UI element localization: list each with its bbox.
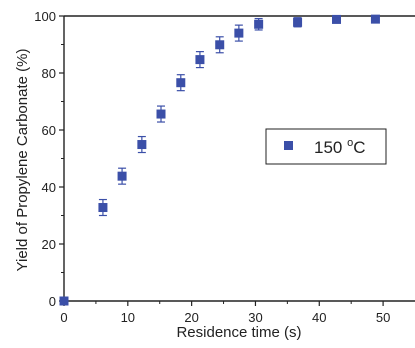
square-marker xyxy=(98,203,108,213)
data-point xyxy=(370,14,380,24)
square-marker xyxy=(176,78,186,88)
data-point xyxy=(176,74,186,92)
data-point xyxy=(117,167,127,185)
y-tick-label: 20 xyxy=(42,237,56,252)
x-tick-label: 20 xyxy=(184,310,198,325)
square-marker xyxy=(293,17,303,27)
legend: 150 oC xyxy=(265,128,387,165)
data-point xyxy=(254,17,264,31)
data-point xyxy=(332,14,342,24)
square-marker xyxy=(254,19,264,29)
square-marker xyxy=(215,40,225,50)
legend-label: 150 oC xyxy=(314,137,366,157)
data-point xyxy=(156,105,166,123)
x-tick-label: 50 xyxy=(376,310,390,325)
y-axis-ticks: 0 20 40 60 80 100 xyxy=(34,9,64,309)
data-point xyxy=(59,296,69,306)
square-marker xyxy=(332,14,342,24)
data-point xyxy=(234,24,244,42)
x-tick-label: 10 xyxy=(121,310,135,325)
data-point xyxy=(195,51,205,69)
x-tick-label: 30 xyxy=(248,310,262,325)
square-marker xyxy=(370,14,380,24)
x-axis-ticks: 0 10 20 30 40 50 xyxy=(60,301,390,325)
y-tick-label: 0 xyxy=(49,294,56,309)
square-marker xyxy=(117,171,127,181)
y-tick-label: 80 xyxy=(42,66,56,81)
square-marker xyxy=(137,140,147,150)
y-tick-label: 60 xyxy=(42,123,56,138)
x-tick-label: 0 xyxy=(60,310,67,325)
legend-marker xyxy=(284,141,293,150)
data-series xyxy=(59,14,380,306)
square-marker xyxy=(156,109,166,119)
data-point xyxy=(137,135,147,154)
square-marker xyxy=(195,55,205,65)
x-tick-label: 40 xyxy=(312,310,326,325)
x-axis-label: Residence time (s) xyxy=(176,324,301,341)
y-tick-label: 100 xyxy=(34,9,56,24)
y-tick-label: 40 xyxy=(42,180,56,195)
y-axis-label: Yield of Propylene Carbonate (%) xyxy=(14,49,31,272)
data-point xyxy=(98,198,108,217)
data-point xyxy=(215,36,225,54)
data-point xyxy=(293,17,303,28)
square-marker xyxy=(59,296,69,306)
square-marker xyxy=(234,28,244,38)
